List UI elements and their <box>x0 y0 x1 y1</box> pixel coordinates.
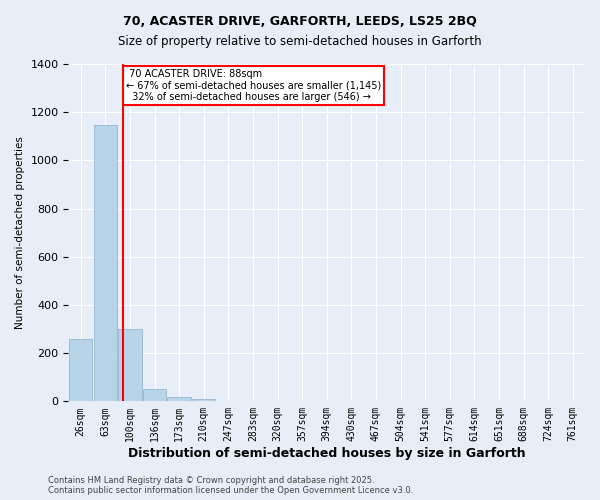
Y-axis label: Number of semi-detached properties: Number of semi-detached properties <box>15 136 25 329</box>
X-axis label: Distribution of semi-detached houses by size in Garforth: Distribution of semi-detached houses by … <box>128 447 526 460</box>
Bar <box>118 328 142 402</box>
Bar <box>143 390 166 402</box>
Bar <box>217 400 240 402</box>
Bar <box>167 396 191 402</box>
Text: Contains HM Land Registry data © Crown copyright and database right 2025.
Contai: Contains HM Land Registry data © Crown c… <box>48 476 413 495</box>
Text: Size of property relative to semi-detached houses in Garforth: Size of property relative to semi-detach… <box>118 35 482 48</box>
Bar <box>69 339 92 402</box>
Bar <box>192 400 215 402</box>
Text: 70, ACASTER DRIVE, GARFORTH, LEEDS, LS25 2BQ: 70, ACASTER DRIVE, GARFORTH, LEEDS, LS25… <box>123 15 477 28</box>
Text: 70 ACASTER DRIVE: 88sqm
← 67% of semi-detached houses are smaller (1,145)
  32% : 70 ACASTER DRIVE: 88sqm ← 67% of semi-de… <box>126 69 381 102</box>
Bar <box>94 126 117 402</box>
